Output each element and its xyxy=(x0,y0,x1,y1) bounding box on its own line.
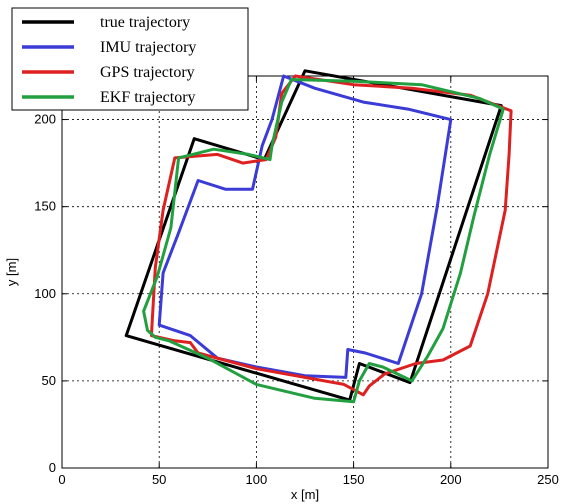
series-group xyxy=(124,69,513,404)
x-axis-label: x [m] xyxy=(291,487,319,502)
y-tick-label: 150 xyxy=(34,199,56,214)
y-tick-label: 200 xyxy=(34,112,56,127)
x-tick-label: 0 xyxy=(58,472,65,487)
x-tick-label: 250 xyxy=(537,472,559,487)
series-line-ekf-trajectory xyxy=(142,78,505,404)
legend-label-true-trajectory: true trajectory xyxy=(100,14,190,31)
x-tick-label: 150 xyxy=(343,472,365,487)
legend-label-gps-trajectory: GPS trajectory xyxy=(100,64,195,81)
legend-box xyxy=(11,7,249,111)
legend-label-ekf-trajectory: EKF trajectory xyxy=(100,89,196,106)
series-line-imu-trajectory xyxy=(157,74,453,379)
plot-area xyxy=(62,76,548,468)
ticks: 0 50 100 150 200 250 0 50 100 150 200 xyxy=(34,76,559,487)
x-tick-label: 100 xyxy=(246,472,268,487)
y-tick-label: 0 xyxy=(49,460,56,475)
grid xyxy=(62,76,548,468)
x-tick-label: 200 xyxy=(440,472,462,487)
y-tick-label: 50 xyxy=(42,373,56,388)
x-tick-label: 50 xyxy=(152,472,166,487)
y-tick-label: 100 xyxy=(34,286,56,301)
legend-label-imu-trajectory: IMU trajectory xyxy=(100,39,196,56)
y-axis-label: y [m] xyxy=(4,258,19,286)
legend: true trajectory IMU trajectory GPS traject… xyxy=(11,7,249,111)
